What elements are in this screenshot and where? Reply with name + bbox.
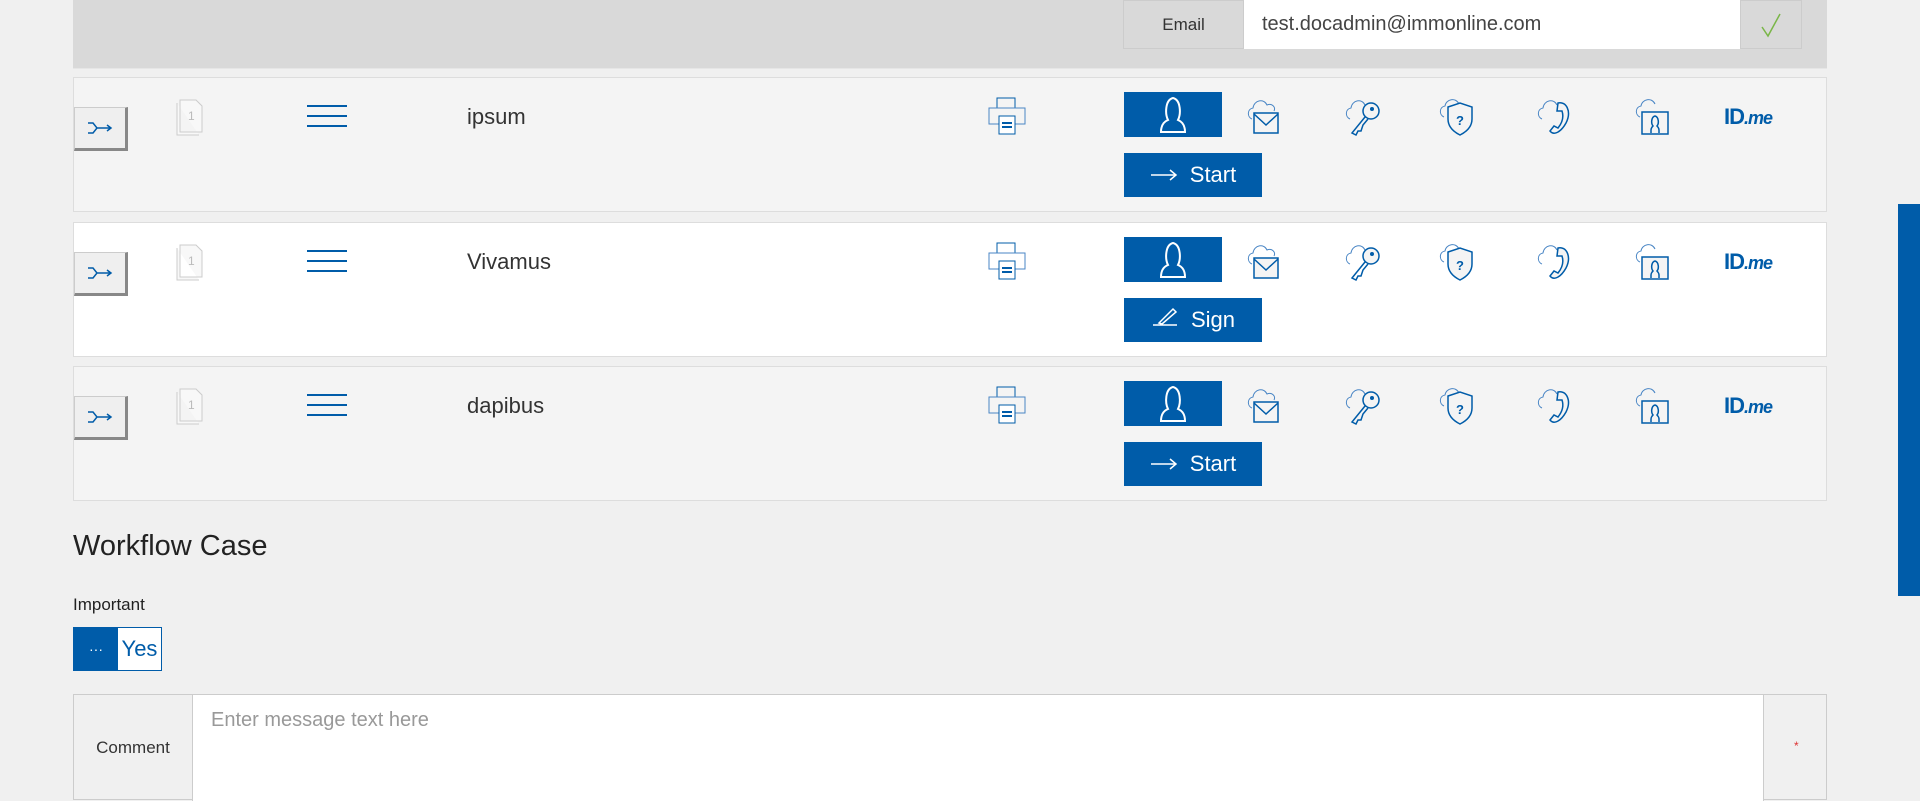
cloud-phone-icon[interactable]: [1534, 239, 1578, 283]
row-action-button[interactable]: Start: [1124, 153, 1262, 197]
route-button[interactable]: [74, 396, 128, 440]
recipient-name: Vivamus: [467, 249, 551, 274]
cloud-key-icon[interactable]: [1342, 383, 1386, 427]
pen-icon: [1151, 307, 1179, 333]
recipient-row: 1 Vivamus ? ID.me Sign: [73, 222, 1827, 357]
action-label: Start: [1189, 451, 1237, 476]
printer-icon[interactable]: [987, 96, 1027, 141]
cloud-phone-icon[interactable]: [1534, 383, 1578, 427]
scrollbar-thumb[interactable]: [1898, 204, 1920, 596]
toggle-unset-option[interactable]: ···: [74, 628, 118, 670]
cloud-key-icon[interactable]: [1342, 239, 1386, 283]
cloud-video-icon[interactable]: [1632, 239, 1676, 283]
document-icon: 1: [176, 241, 208, 286]
cloud-security-question-icon[interactable]: ?: [1436, 383, 1480, 427]
recipient-row: 1 ipsum ? ID.me Start: [73, 77, 1827, 212]
idme-logo[interactable]: ID.me: [1724, 104, 1773, 129]
route-button[interactable]: [74, 252, 128, 296]
svg-text:1: 1: [188, 254, 195, 268]
person-icon: [1159, 241, 1187, 278]
important-label: Important: [73, 595, 145, 614]
idme-logo[interactable]: ID.me: [1724, 393, 1773, 418]
checkmark-icon: [1761, 13, 1781, 37]
action-label: Sign: [1190, 307, 1236, 332]
svg-text:1: 1: [188, 398, 195, 412]
person-icon: [1159, 385, 1187, 422]
route-icon: [88, 267, 113, 279]
cloud-video-icon[interactable]: [1632, 383, 1676, 427]
document-icon: 1: [176, 96, 208, 141]
hamburger-menu-icon[interactable]: [307, 393, 347, 422]
person-auth-button[interactable]: [1124, 237, 1222, 282]
cloud-email-icon[interactable]: [1244, 239, 1288, 283]
required-indicator: *: [1794, 739, 1799, 753]
svg-text:?: ?: [1456, 113, 1464, 128]
toggle-yes-option[interactable]: Yes: [118, 628, 161, 670]
recipient-row: 1 dapibus ? ID.me Start: [73, 366, 1827, 501]
document-icon: 1: [176, 385, 208, 430]
email-input[interactable]: [1244, 0, 1740, 49]
recipient-name: ipsum: [467, 104, 526, 129]
recipient-name: dapibus: [467, 393, 545, 418]
svg-text:?: ?: [1456, 402, 1464, 417]
printer-icon[interactable]: [987, 385, 1027, 430]
comment-field-group: Comment *: [73, 694, 1827, 801]
idme-logo[interactable]: ID.me: [1724, 249, 1773, 274]
printer-icon[interactable]: [987, 241, 1027, 286]
important-toggle[interactable]: ··· Yes: [73, 627, 162, 671]
hamburger-menu-icon[interactable]: [307, 249, 347, 278]
row-action-button[interactable]: Sign: [1124, 298, 1262, 342]
email-label: Email: [1123, 0, 1244, 49]
route-icon: [88, 122, 113, 134]
svg-text:?: ?: [1456, 258, 1464, 273]
section-title: Workflow Case: [73, 530, 268, 562]
action-label: Start: [1189, 162, 1237, 187]
cloud-key-icon[interactable]: [1342, 94, 1386, 138]
route-icon: [88, 411, 113, 423]
arrow-right-icon: [1150, 451, 1178, 477]
cloud-phone-icon[interactable]: [1534, 94, 1578, 138]
cloud-email-icon[interactable]: [1244, 383, 1288, 427]
row-action-button[interactable]: Start: [1124, 442, 1262, 486]
arrow-right-icon: [1150, 162, 1178, 188]
svg-text:1: 1: [188, 109, 195, 123]
email-confirm-button[interactable]: [1740, 0, 1802, 49]
person-auth-button[interactable]: [1124, 381, 1222, 426]
route-button[interactable]: [74, 107, 128, 151]
person-auth-button[interactable]: [1124, 92, 1222, 137]
cloud-security-question-icon[interactable]: ?: [1436, 94, 1480, 138]
comment-textarea[interactable]: [192, 695, 1764, 801]
cloud-video-icon[interactable]: [1632, 94, 1676, 138]
person-icon: [1159, 96, 1187, 133]
comment-label: Comment: [96, 738, 170, 757]
cloud-security-question-icon[interactable]: ?: [1436, 239, 1480, 283]
hamburger-menu-icon[interactable]: [307, 104, 347, 133]
cloud-email-icon[interactable]: [1244, 94, 1288, 138]
